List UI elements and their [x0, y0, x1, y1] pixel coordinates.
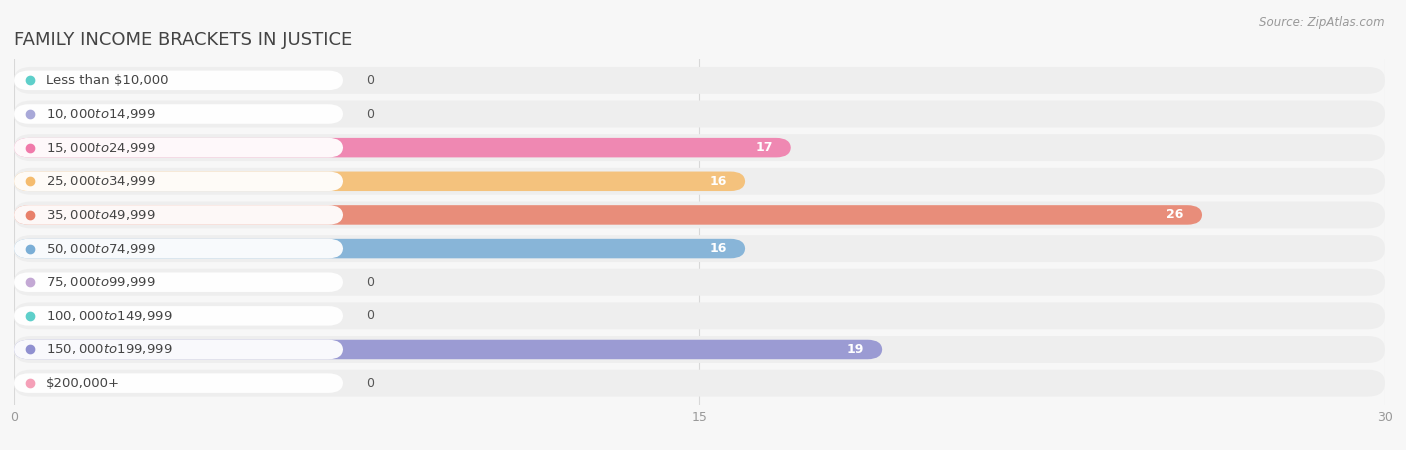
FancyBboxPatch shape — [14, 205, 343, 225]
FancyBboxPatch shape — [14, 171, 343, 191]
FancyBboxPatch shape — [14, 171, 745, 191]
Text: $15,000 to $24,999: $15,000 to $24,999 — [46, 141, 156, 155]
FancyBboxPatch shape — [14, 239, 343, 258]
FancyBboxPatch shape — [14, 71, 343, 90]
FancyBboxPatch shape — [14, 302, 1385, 329]
Text: $10,000 to $14,999: $10,000 to $14,999 — [46, 107, 156, 121]
Text: $75,000 to $99,999: $75,000 to $99,999 — [46, 275, 156, 289]
FancyBboxPatch shape — [14, 205, 1202, 225]
FancyBboxPatch shape — [14, 340, 883, 359]
Text: 0: 0 — [366, 108, 374, 121]
FancyBboxPatch shape — [14, 168, 1385, 195]
FancyBboxPatch shape — [14, 138, 343, 157]
FancyBboxPatch shape — [14, 340, 343, 359]
FancyBboxPatch shape — [14, 134, 1385, 161]
Text: FAMILY INCOME BRACKETS IN JUSTICE: FAMILY INCOME BRACKETS IN JUSTICE — [14, 31, 353, 49]
Text: $200,000+: $200,000+ — [46, 377, 120, 390]
Text: 0: 0 — [366, 74, 374, 87]
Text: Source: ZipAtlas.com: Source: ZipAtlas.com — [1260, 16, 1385, 29]
FancyBboxPatch shape — [14, 269, 1385, 296]
Text: 19: 19 — [846, 343, 865, 356]
FancyBboxPatch shape — [14, 202, 1385, 229]
Text: 16: 16 — [710, 242, 727, 255]
FancyBboxPatch shape — [14, 306, 343, 326]
FancyBboxPatch shape — [14, 100, 1385, 127]
Text: 17: 17 — [755, 141, 773, 154]
FancyBboxPatch shape — [14, 235, 1385, 262]
Text: Less than $10,000: Less than $10,000 — [46, 74, 169, 87]
Text: 0: 0 — [366, 377, 374, 390]
FancyBboxPatch shape — [14, 374, 343, 393]
Text: $25,000 to $34,999: $25,000 to $34,999 — [46, 174, 156, 188]
Text: 0: 0 — [366, 309, 374, 322]
Text: $100,000 to $149,999: $100,000 to $149,999 — [46, 309, 173, 323]
FancyBboxPatch shape — [14, 104, 343, 124]
FancyBboxPatch shape — [14, 272, 343, 292]
FancyBboxPatch shape — [14, 67, 1385, 94]
Text: $50,000 to $74,999: $50,000 to $74,999 — [46, 242, 156, 256]
Text: 16: 16 — [710, 175, 727, 188]
FancyBboxPatch shape — [14, 138, 792, 157]
FancyBboxPatch shape — [14, 239, 745, 258]
FancyBboxPatch shape — [14, 336, 1385, 363]
FancyBboxPatch shape — [14, 370, 1385, 396]
Text: 0: 0 — [366, 276, 374, 289]
Text: $150,000 to $199,999: $150,000 to $199,999 — [46, 342, 173, 356]
Text: $35,000 to $49,999: $35,000 to $49,999 — [46, 208, 156, 222]
Text: 26: 26 — [1167, 208, 1184, 221]
